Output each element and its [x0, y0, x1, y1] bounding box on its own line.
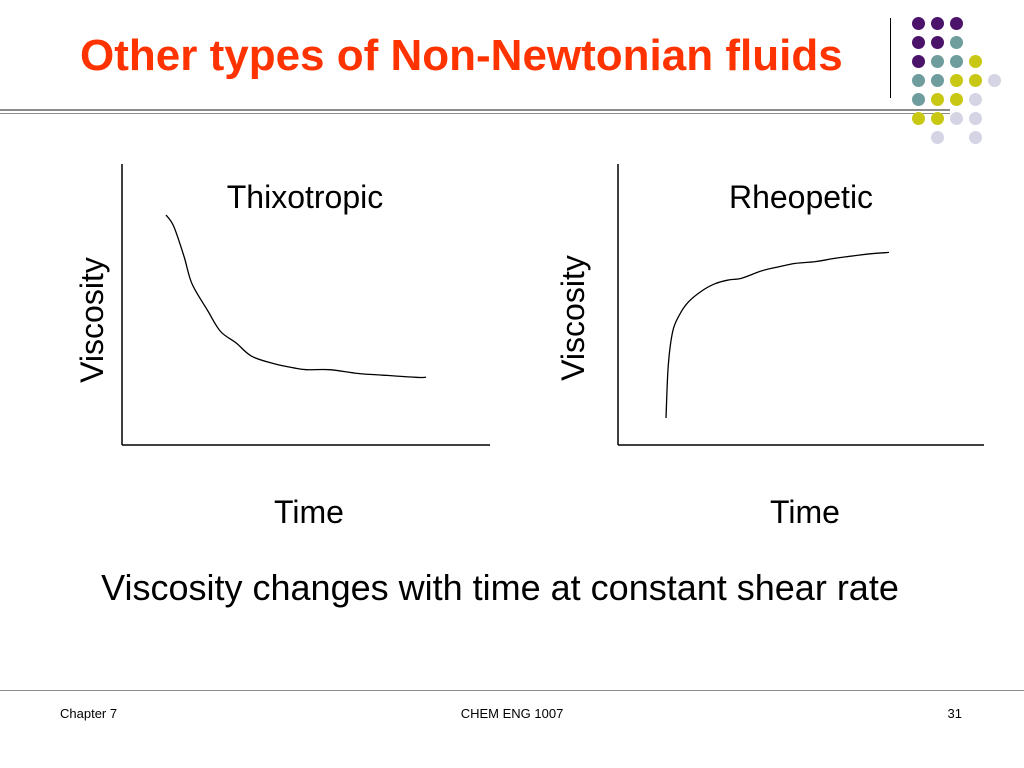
- decorative-dot: [931, 93, 944, 106]
- corner-vertical-rule: [890, 18, 891, 98]
- decorative-dot: [950, 36, 963, 49]
- decorative-dot: [931, 131, 944, 144]
- y-axis-label: Viscosity: [555, 255, 591, 381]
- viscosity-curve: [165, 214, 427, 379]
- decorative-dot: [969, 74, 982, 87]
- footer-chapter: Chapter 7: [60, 706, 118, 721]
- slide-caption: Viscosity changes with time at constant …: [101, 567, 899, 608]
- decorative-dot: [931, 112, 944, 125]
- decorative-dot: [969, 131, 982, 144]
- x-axis-label: Time: [770, 494, 840, 530]
- decorative-dot: [931, 55, 944, 68]
- viscosity-curve: [665, 251, 890, 419]
- title-divider: [0, 109, 950, 111]
- footer-course: CHEM ENG 1007: [460, 706, 564, 721]
- decorative-dot: [912, 17, 925, 30]
- decorative-dot: [912, 55, 925, 68]
- decorative-dot: [969, 55, 982, 68]
- decorative-dot: [950, 55, 963, 68]
- thixotropic-chart: Thixotropic Viscosity Time: [74, 164, 490, 530]
- decorative-dot: [950, 93, 963, 106]
- decorative-dot: [912, 36, 925, 49]
- chart-title: Thixotropic: [227, 179, 384, 215]
- slide-number: 31: [947, 706, 962, 721]
- decorative-dot: [950, 74, 963, 87]
- decorative-dot: [912, 74, 925, 87]
- decorative-dot: [912, 93, 925, 106]
- chart-title: Rheopetic: [729, 179, 873, 215]
- decorative-dot: [969, 93, 982, 106]
- decorative-dot: [969, 112, 982, 125]
- decorative-dot: [950, 112, 963, 125]
- rheopetic-chart: Rheopetic Viscosity Time: [555, 164, 984, 530]
- y-axis-label: Viscosity: [74, 257, 110, 383]
- title-divider-secondary: [0, 113, 950, 114]
- decorative-dot: [931, 17, 944, 30]
- decorative-dot: [988, 74, 1001, 87]
- decorative-dot: [912, 112, 925, 125]
- decorative-dot: [931, 36, 944, 49]
- decorative-dot: [931, 74, 944, 87]
- slide-title: Other types of Non-Newtonian fluids: [80, 31, 843, 80]
- footer-divider: [0, 690, 1024, 691]
- x-axis-label: Time: [274, 494, 344, 530]
- decorative-dot: [950, 17, 963, 30]
